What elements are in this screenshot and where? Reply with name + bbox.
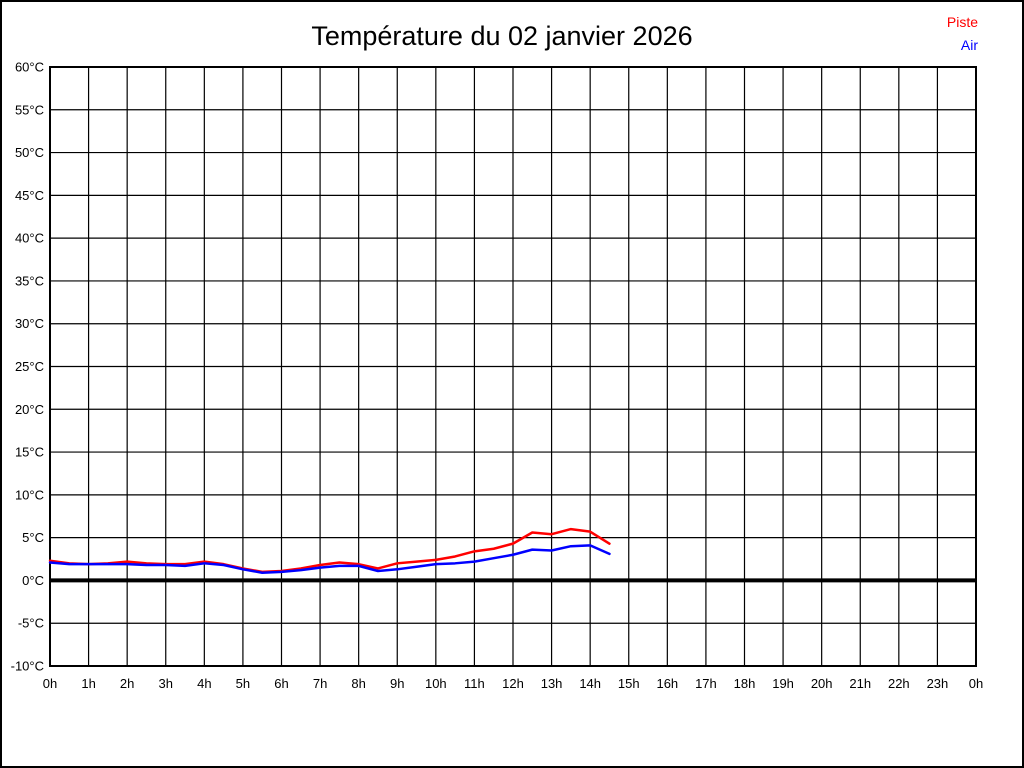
x-tick-label: 18h [734, 676, 756, 691]
x-tick-label: 1h [81, 676, 95, 691]
y-tick-label: 30°C [15, 316, 44, 331]
series-line-piste [48, 527, 611, 574]
x-tick-label: 4h [197, 676, 211, 691]
x-tick-label: 9h [390, 676, 404, 691]
x-tick-label: 13h [541, 676, 563, 691]
y-tick-label: 40°C [15, 231, 44, 246]
y-tick-label: 55°C [15, 102, 44, 117]
y-tick-label: 0°C [22, 573, 44, 588]
y-tick-label: 60°C [15, 60, 44, 75]
x-tick-label: 10h [425, 676, 447, 691]
legend: Piste Air [947, 11, 978, 57]
plot-border [49, 66, 977, 667]
y-tick-label: 35°C [15, 273, 44, 288]
x-tick-label: 17h [695, 676, 717, 691]
legend-item-air: Air [960, 37, 978, 53]
x-tick-label: 5h [236, 676, 250, 691]
x-tick-label: 23h [927, 676, 949, 691]
series-line-air [48, 544, 611, 574]
x-tick-label: 16h [656, 676, 678, 691]
x-tick-label: 22h [888, 676, 910, 691]
legend-item-piste: Piste [946, 14, 978, 30]
y-tick-label: -5°C [18, 616, 44, 631]
x-tick-label: 11h [464, 676, 485, 691]
x-tick-label: 8h [351, 676, 365, 691]
x-tick-label: 15h [618, 676, 640, 691]
y-tick-label: 25°C [15, 359, 44, 374]
y-tick-label: 45°C [15, 188, 44, 203]
x-tick-label: 6h [274, 676, 288, 691]
x-tick-label: 0h [969, 676, 983, 691]
x-tick-label: 20h [811, 676, 833, 691]
x-tick-label: 14h [579, 676, 601, 691]
x-tick-label: 12h [502, 676, 524, 691]
y-tick-label: 50°C [15, 145, 44, 160]
y-tick-label: 15°C [15, 445, 44, 460]
x-tick-label: 7h [313, 676, 327, 691]
x-tick-label: 19h [772, 676, 794, 691]
y-tick-label: 10°C [15, 487, 44, 502]
x-tick-label: 2h [120, 676, 134, 691]
x-tick-label: 21h [849, 676, 871, 691]
x-tick-label: 3h [159, 676, 173, 691]
x-tick-label: 0h [43, 676, 57, 691]
y-tick-label: 5°C [22, 530, 44, 545]
y-tick-label: -10°C [11, 659, 44, 674]
y-tick-label: 20°C [15, 402, 44, 417]
chart-title: Température du 02 janvier 2026 [311, 21, 693, 51]
